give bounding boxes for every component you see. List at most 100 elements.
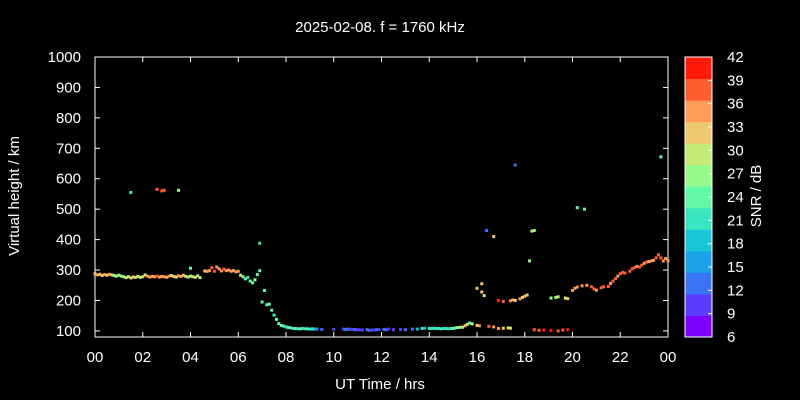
data-point xyxy=(272,313,276,317)
data-point xyxy=(296,327,300,331)
data-point xyxy=(427,326,431,330)
data-point xyxy=(585,283,589,287)
data-point xyxy=(475,286,479,290)
data-point xyxy=(566,328,570,332)
data-point xyxy=(241,275,245,279)
colorbar-tick-label: 12 xyxy=(727,282,744,299)
data-point xyxy=(236,269,240,273)
data-point xyxy=(315,327,319,331)
data-point xyxy=(422,326,426,330)
data-point xyxy=(313,327,317,331)
data-point xyxy=(403,328,407,332)
data-point xyxy=(623,271,627,275)
data-point xyxy=(654,256,658,260)
data-point xyxy=(177,274,181,278)
data-point xyxy=(549,296,553,300)
data-point xyxy=(98,272,102,276)
colorbar-band xyxy=(685,78,712,101)
data-point xyxy=(227,268,231,272)
data-point xyxy=(165,275,169,279)
colorbar-band xyxy=(685,143,712,166)
data-point xyxy=(621,270,625,274)
colorbar-band xyxy=(685,186,712,209)
data-point xyxy=(630,267,634,271)
data-point xyxy=(160,189,164,193)
colorbar-tick-label: 18 xyxy=(727,236,744,253)
colorbar-band xyxy=(685,57,712,80)
data-point xyxy=(270,308,274,312)
data-point xyxy=(456,326,460,330)
data-point xyxy=(628,269,632,273)
data-point xyxy=(258,241,262,245)
data-point xyxy=(169,274,173,278)
data-point xyxy=(344,327,348,331)
data-point xyxy=(482,294,486,298)
data-point xyxy=(310,327,314,331)
data-point xyxy=(537,328,541,332)
data-point xyxy=(470,322,474,326)
data-point xyxy=(107,272,111,276)
data-points xyxy=(93,155,670,333)
data-point xyxy=(303,327,307,331)
x-tick-label: 18 xyxy=(516,349,533,366)
data-point xyxy=(251,281,255,285)
data-point xyxy=(377,328,381,332)
data-point xyxy=(186,275,190,279)
colorbar: 6 9 12 15 18 21 24 27 30 33 36 39 42 xyxy=(684,49,744,346)
data-point xyxy=(141,275,145,279)
data-point xyxy=(253,278,257,282)
colorbar-tick-label: 6 xyxy=(727,329,735,346)
y-tick-label: 300 xyxy=(56,262,81,279)
data-point xyxy=(117,273,121,277)
data-point xyxy=(284,325,288,329)
data-point xyxy=(656,253,660,257)
data-point xyxy=(100,274,104,278)
data-point xyxy=(652,258,656,262)
data-point xyxy=(463,324,467,328)
data-point xyxy=(239,273,243,277)
colorbar-label: SNR / dB xyxy=(748,165,765,228)
data-point xyxy=(196,274,200,278)
data-point xyxy=(492,325,496,329)
colorbar-tick-label: 21 xyxy=(727,212,744,229)
data-point xyxy=(465,322,469,326)
data-point xyxy=(532,328,536,332)
data-point xyxy=(351,327,355,331)
data-point xyxy=(126,275,130,279)
data-point xyxy=(229,269,233,273)
data-point xyxy=(184,274,188,278)
data-point xyxy=(305,327,309,331)
data-point xyxy=(590,285,594,289)
data-point xyxy=(649,259,653,263)
data-point xyxy=(599,286,603,290)
x-tick-label: 02 xyxy=(134,349,151,366)
data-point xyxy=(575,206,579,210)
data-point xyxy=(157,275,161,279)
colorbar-band xyxy=(685,250,712,273)
x-tick-label: 00 xyxy=(660,349,677,366)
colorbar-band xyxy=(685,207,712,230)
colorbar-band xyxy=(685,315,712,338)
data-point xyxy=(189,266,192,270)
colorbar-tick-label: 27 xyxy=(727,166,744,183)
data-point xyxy=(177,188,181,192)
data-point xyxy=(129,276,133,280)
data-point xyxy=(215,265,219,269)
data-point xyxy=(110,273,114,277)
data-point xyxy=(341,327,345,331)
data-point xyxy=(391,328,395,332)
data-point xyxy=(640,263,644,267)
data-point xyxy=(155,187,159,191)
data-point xyxy=(234,270,238,274)
data-point xyxy=(458,325,462,329)
x-tick-label: 08 xyxy=(278,349,295,366)
y-tick-label: 1000 xyxy=(48,49,81,66)
data-point xyxy=(146,274,150,278)
data-point xyxy=(246,275,250,279)
colorbar-band xyxy=(685,121,712,144)
y-axis-label: Virtual height / km xyxy=(6,136,23,256)
data-point xyxy=(561,328,565,332)
colorbar-band xyxy=(685,229,712,252)
data-point xyxy=(415,327,419,331)
x-tick-label: 04 xyxy=(182,349,199,366)
